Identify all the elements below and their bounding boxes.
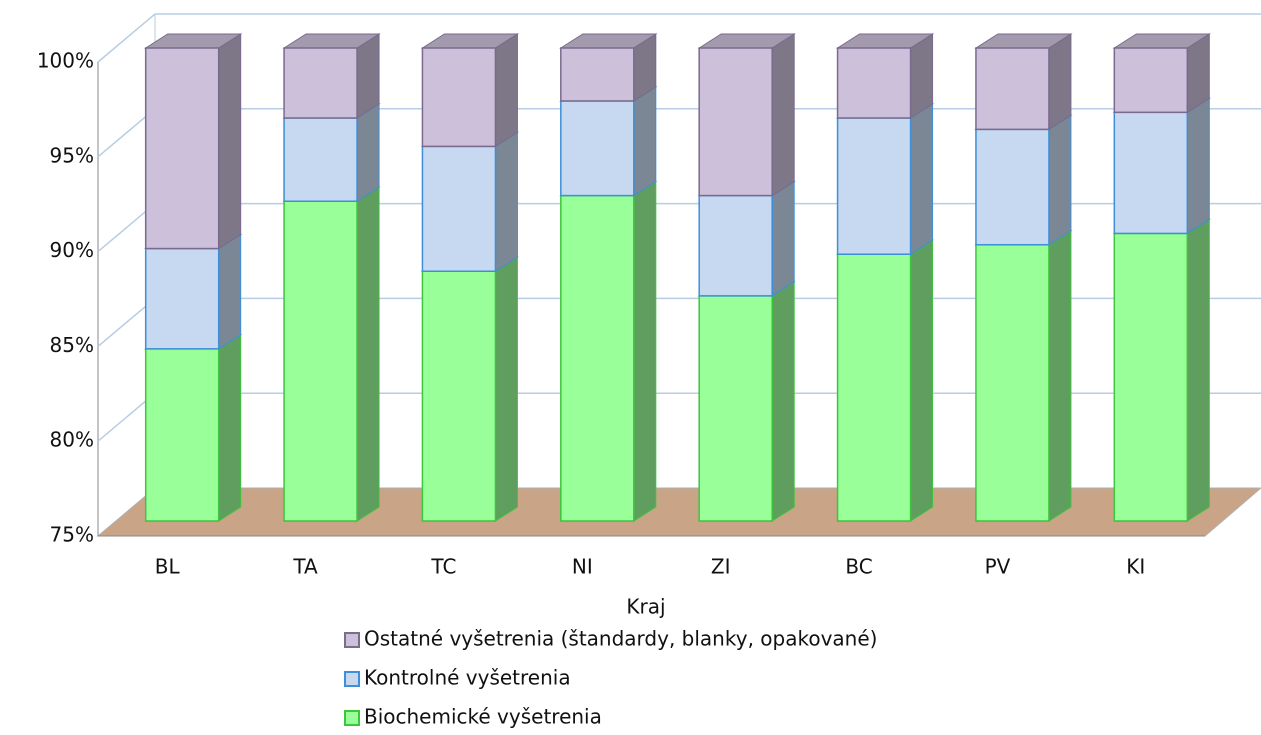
bar-side xyxy=(218,33,242,250)
bar xyxy=(283,117,358,203)
bar xyxy=(560,194,635,522)
bar-side xyxy=(356,186,380,522)
x-tick-label: KI xyxy=(1126,555,1145,579)
y-tick-label: 85% xyxy=(50,333,94,357)
bar xyxy=(1113,47,1189,114)
bar-side xyxy=(218,233,242,350)
bar xyxy=(836,253,912,522)
bar xyxy=(698,295,773,522)
x-tick-label: TC xyxy=(430,555,456,579)
floor xyxy=(96,487,1261,537)
bar xyxy=(975,128,1050,246)
y-tick-label: 80% xyxy=(50,428,94,452)
bar-side xyxy=(356,33,380,119)
legend-swatch xyxy=(344,671,360,687)
y-tick-label: 95% xyxy=(50,143,94,167)
bar-side xyxy=(633,180,657,522)
bar xyxy=(283,200,358,522)
bar-side xyxy=(218,333,242,522)
bar-side xyxy=(910,103,934,256)
bar-side xyxy=(1048,33,1072,131)
bar-side xyxy=(771,180,795,297)
x-tick-label: PV xyxy=(985,555,1011,579)
bar-side xyxy=(910,239,934,522)
bar-side xyxy=(356,103,380,203)
legend-swatch xyxy=(344,632,360,648)
bar xyxy=(421,47,497,148)
bar xyxy=(144,247,220,350)
legend-label: Biochemické vyšetrenia xyxy=(364,705,602,729)
bar xyxy=(144,47,220,250)
bar xyxy=(421,145,497,273)
y-tick-label: 90% xyxy=(50,238,94,262)
x-tick-label: TA xyxy=(292,555,318,579)
x-tick-label: NI xyxy=(572,555,593,579)
x-axis-label: Kraj xyxy=(626,595,665,619)
bar xyxy=(560,47,635,102)
bar xyxy=(1113,111,1189,235)
bar-side xyxy=(910,33,934,119)
legend-label: Ostatné vyšetrenia (štandardy, blanky, o… xyxy=(364,627,877,651)
bar-side xyxy=(1048,114,1072,246)
bar-side xyxy=(633,86,657,197)
y-tick-label: 100% xyxy=(37,49,94,73)
bar-side xyxy=(1186,218,1210,522)
bar xyxy=(836,117,912,255)
bar xyxy=(698,194,773,297)
x-tick-label: ZI xyxy=(711,555,731,579)
bar-side xyxy=(771,33,795,197)
bar-side xyxy=(494,256,518,522)
bar-side xyxy=(494,33,518,148)
legend-label: Kontrolné vyšetrenia xyxy=(364,666,571,690)
bar-side xyxy=(494,131,518,273)
x-tick-label: BL xyxy=(155,555,181,579)
bar-side xyxy=(1186,97,1210,235)
bar xyxy=(698,47,773,197)
bar xyxy=(836,47,912,119)
bar xyxy=(283,47,358,119)
x-tick-label: BC xyxy=(845,555,872,579)
legend-swatch xyxy=(344,710,360,726)
bar-side xyxy=(771,280,795,522)
bar xyxy=(144,348,220,522)
y-tick-label: 75% xyxy=(50,523,94,547)
bar xyxy=(560,100,635,197)
bar xyxy=(421,270,497,522)
bar-side xyxy=(1048,229,1072,522)
bar xyxy=(1113,232,1189,522)
bar xyxy=(975,244,1050,522)
bar xyxy=(975,47,1050,131)
grid-line xyxy=(97,13,156,63)
